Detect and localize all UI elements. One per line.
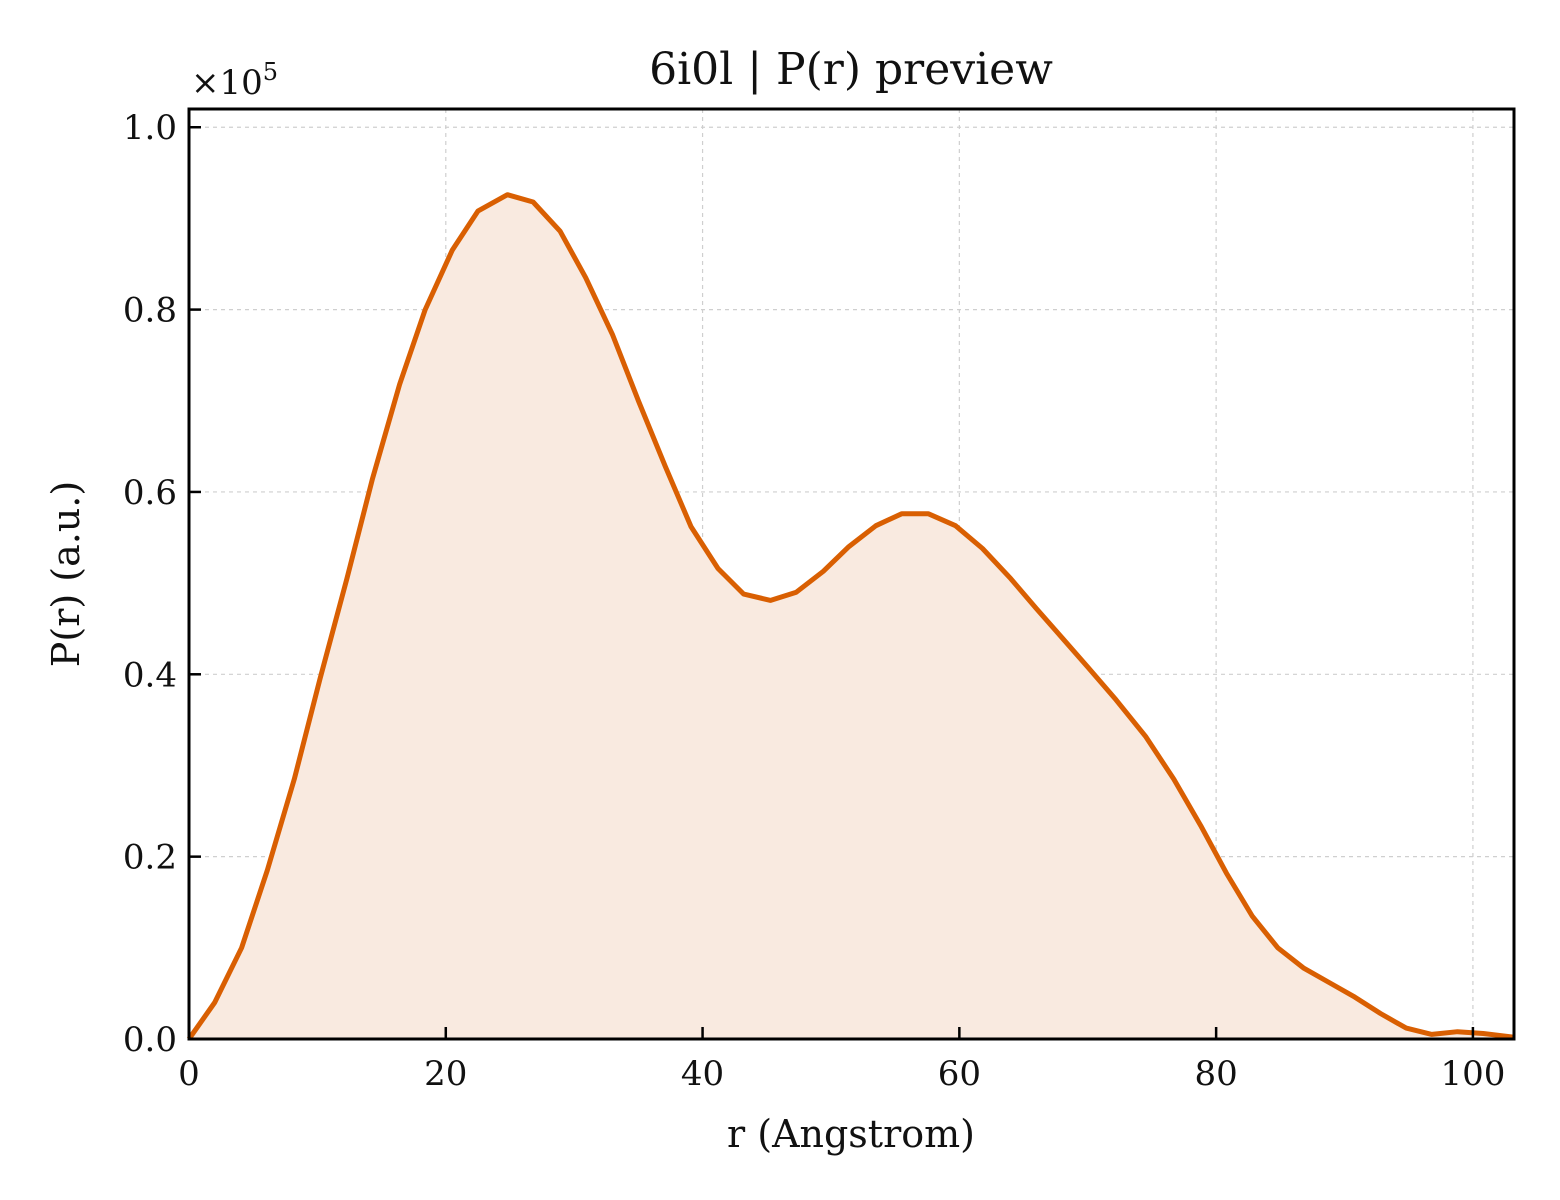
pr-area-fill — [189, 194, 1514, 1039]
y-tick-label: 0.2 — [123, 838, 177, 878]
pr-series-line — [186, 192, 1515, 1041]
plot-frame — [187, 107, 1516, 1041]
x-tick-label: 100 — [1440, 1054, 1505, 1094]
y-axis-multiplier: ×105 — [191, 58, 278, 103]
x-tick-label: 40 — [681, 1054, 724, 1094]
x-tick-label: 0 — [178, 1054, 200, 1094]
y-axis-label: P(r) (a.u.) — [44, 481, 88, 667]
x-axis-label: r (Angstrom) — [727, 1112, 975, 1156]
x-tick-label: 60 — [938, 1054, 981, 1094]
y-multiplier-base: ×10 — [191, 63, 263, 103]
y-tick-label: 0.8 — [123, 291, 177, 331]
y-tick-label: 0.0 — [123, 1020, 177, 1060]
y-tick-label: 1.0 — [123, 108, 177, 148]
chart-title: 6i0l | P(r) preview — [649, 44, 1053, 95]
axis-ticks — [187, 125, 1475, 1041]
x-tick-label: 80 — [1194, 1054, 1237, 1094]
x-tick-label: 20 — [424, 1054, 467, 1094]
y-tick-label: 0.6 — [123, 473, 177, 513]
y-multiplier-exponent: 5 — [263, 58, 278, 86]
y-tick-label: 0.4 — [123, 655, 177, 695]
